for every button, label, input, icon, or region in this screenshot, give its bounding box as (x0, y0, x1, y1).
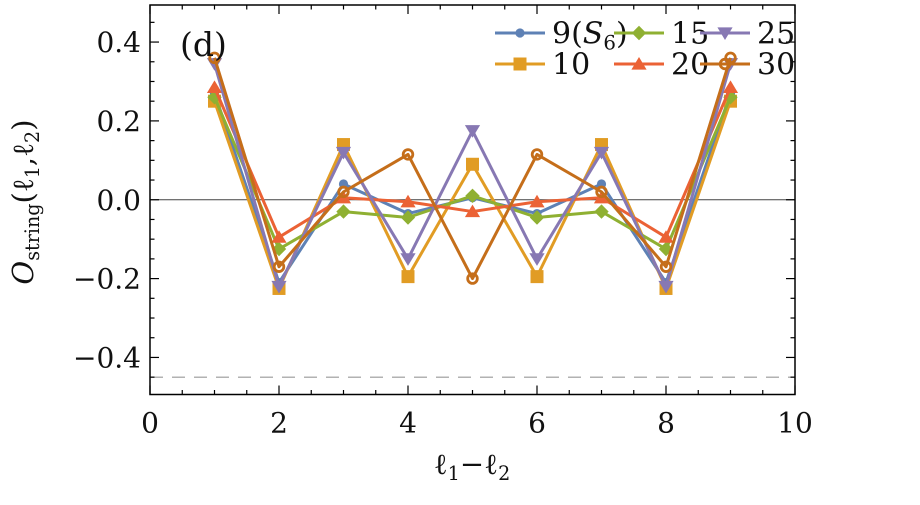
label-fragment: 1 (448, 462, 460, 485)
label-fragment: ℓ (6, 143, 40, 157)
label-fragment: , (6, 157, 40, 166)
series-20-marker (529, 194, 545, 208)
legend-marker (631, 25, 647, 41)
series-30-marker (337, 185, 350, 199)
series-25-marker (464, 125, 481, 138)
label-fragment: S (583, 17, 604, 52)
series-15-marker (529, 210, 545, 225)
series-10-marker (530, 270, 544, 284)
label-fragment: ( (6, 192, 40, 203)
series-30-marker (530, 148, 544, 161)
series-15-marker (594, 204, 609, 219)
series-20-marker (658, 230, 674, 243)
label-fragment: ℓ (484, 447, 498, 481)
series-20-marker (206, 80, 223, 93)
x-tick-label: 4 (399, 407, 417, 440)
y-axis-label: Ostring(ℓ1,ℓ2) (6, 119, 44, 284)
panel-label: (d) (180, 25, 227, 64)
legend-marker (513, 57, 527, 71)
legend-item-15: 15 (614, 17, 709, 52)
data-series (206, 51, 739, 295)
series-30-marker (272, 260, 286, 273)
legend-item-20: 20 (614, 48, 709, 83)
plot-frame-and-ticks: 0 2 4 6 8 10 0.4 0.2 0.0 −0.2 −0.4 (73, 4, 813, 440)
series-15-marker (336, 204, 351, 219)
series-20-marker (400, 194, 416, 208)
reference-lines (150, 199, 795, 378)
label-fragment: O (6, 261, 40, 285)
legend-label: 10 (552, 48, 590, 83)
series-15-marker (400, 210, 416, 225)
label-fragment: 1 (21, 166, 44, 178)
series-15-marker (465, 188, 480, 204)
series-25-marker (335, 146, 352, 160)
series-30-marker (595, 185, 608, 199)
y-tick-label: −0.4 (73, 341, 141, 374)
x-tick-label: 2 (270, 407, 288, 440)
legend-marker (718, 57, 732, 71)
series-20-marker (271, 230, 287, 243)
series-25-marker (400, 253, 416, 266)
y-tick-label: 0.0 (96, 184, 141, 217)
x-tick-label: 0 (141, 407, 159, 440)
series-9(S6)-line (213, 92, 732, 285)
series-25-marker (529, 253, 545, 266)
label-fragment: ) (6, 119, 40, 130)
x-tick-label: 8 (657, 407, 675, 440)
series-25-marker (593, 146, 610, 160)
legend-marker (631, 57, 647, 70)
x-tick-label: 6 (528, 407, 546, 440)
series-20-marker (464, 204, 481, 218)
legend-item-10: 10 (495, 48, 590, 83)
legend-marker (515, 28, 525, 38)
series-30-marker (466, 272, 479, 285)
label-fragment: 2 (21, 131, 44, 143)
series-10-marker (401, 270, 415, 284)
series-30-marker (659, 260, 673, 273)
series-10-marker (466, 157, 479, 171)
label-fragment: 9( (552, 17, 583, 52)
label-fragment: 10 (552, 48, 590, 83)
legend-item-25: 25 (700, 17, 795, 52)
label-fragment: 25 (757, 17, 795, 52)
label-fragment: string (21, 203, 44, 260)
series-25-marker (271, 280, 287, 294)
label-fragment: − (460, 447, 484, 481)
x-tick-label: 10 (777, 407, 813, 440)
label-fragment: 30 (757, 48, 795, 83)
label-fragment: ℓ (434, 447, 448, 481)
series-15-marker (207, 90, 222, 105)
legend-label: 30 (757, 48, 795, 83)
legend-item-30: 30 (700, 48, 795, 83)
series-30-marker (208, 51, 221, 65)
series-15-line (213, 96, 732, 251)
series-20-marker (722, 80, 739, 93)
label-fragment: 2 (498, 462, 510, 485)
y-tick-label: −0.2 (73, 263, 141, 296)
legend-label: 25 (757, 17, 795, 52)
x-axis-label: ℓ1−ℓ2 (434, 447, 510, 485)
label-fragment: ℓ (6, 178, 40, 192)
label-fragment: 6 (603, 32, 616, 55)
series-30-line (213, 57, 732, 281)
legend-marker (717, 27, 733, 40)
y-tick-label: 0.2 (96, 105, 141, 138)
axis-labels: (d) ℓ1−ℓ2 Ostring(ℓ1,ℓ2) (6, 25, 510, 485)
series-30 (208, 51, 737, 285)
y-tick-label: 0.4 (96, 26, 141, 59)
series-25-marker (658, 280, 674, 294)
series-30-marker (401, 148, 415, 161)
